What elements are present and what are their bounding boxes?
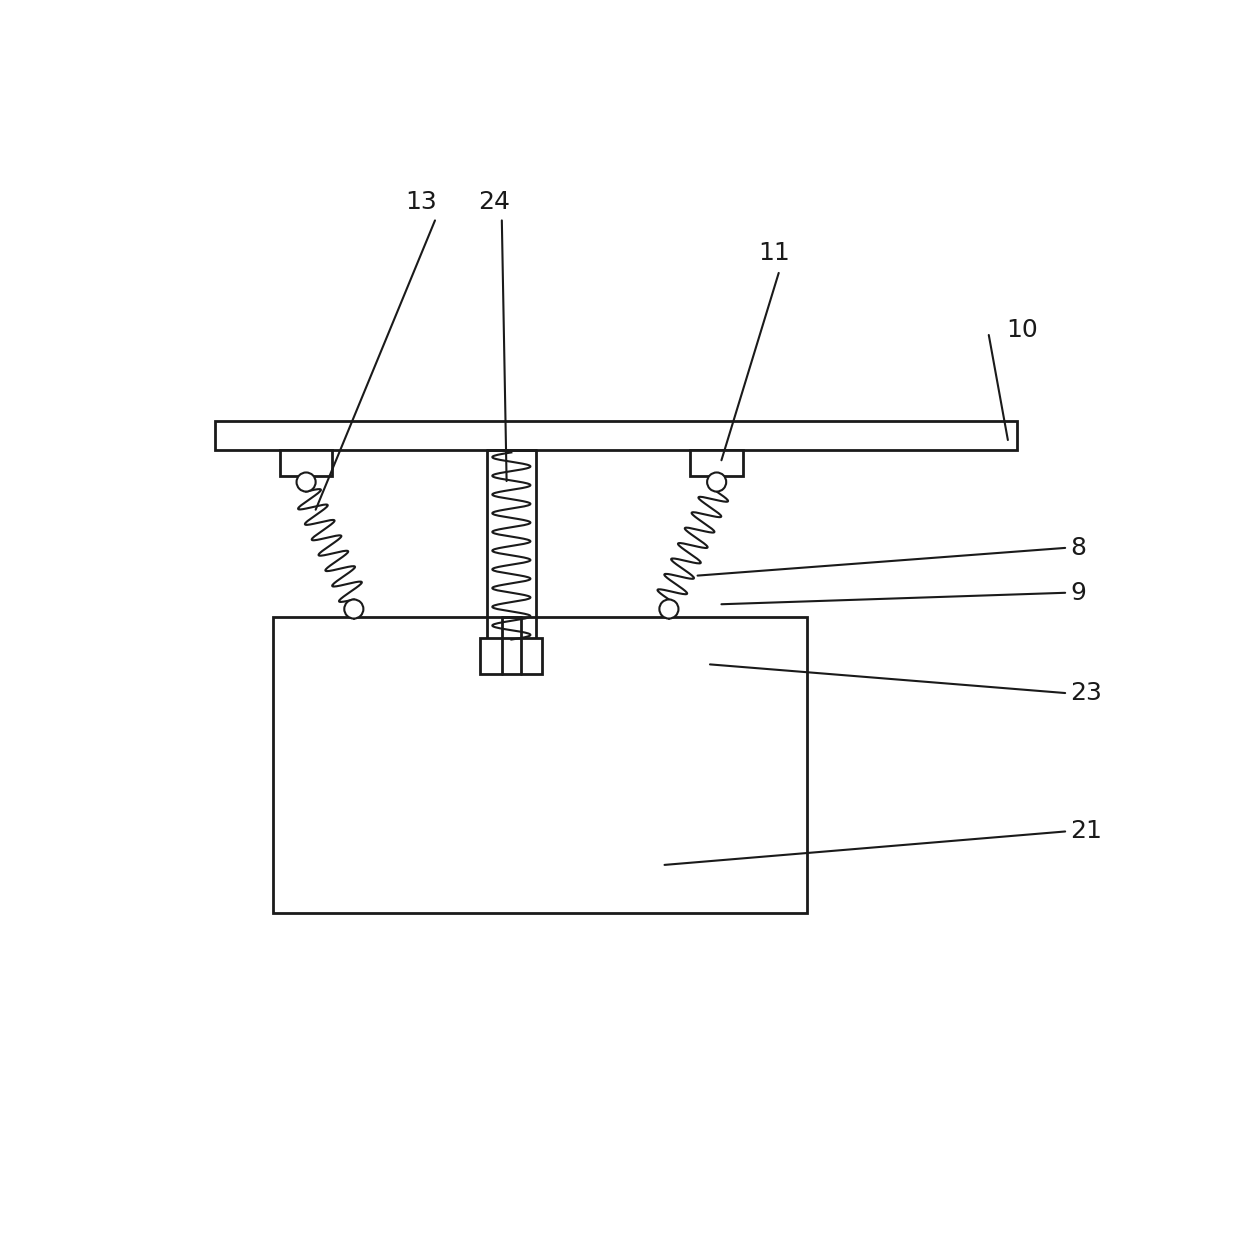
Circle shape: [660, 599, 678, 619]
Bar: [691, 450, 743, 476]
Text: 13: 13: [404, 190, 436, 213]
Text: 8: 8: [1070, 536, 1086, 560]
Text: 23: 23: [1070, 681, 1102, 706]
Circle shape: [707, 472, 727, 491]
Bar: [280, 450, 332, 476]
Text: 9: 9: [1070, 580, 1086, 605]
Text: 10: 10: [1006, 319, 1038, 342]
Text: 21: 21: [1070, 820, 1102, 843]
Text: 11: 11: [758, 242, 790, 265]
Bar: [216, 420, 1017, 450]
Bar: [273, 616, 807, 913]
Circle shape: [345, 599, 363, 619]
Text: 24: 24: [479, 190, 510, 213]
Circle shape: [296, 472, 316, 491]
Bar: [480, 637, 542, 673]
